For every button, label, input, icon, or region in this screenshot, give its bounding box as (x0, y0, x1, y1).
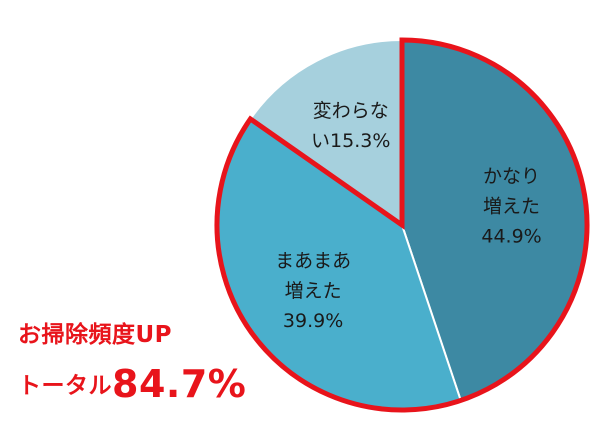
slice-label-2-line-3: 39.9% (283, 310, 343, 332)
slice-label-1-line-3: 44.9% (481, 226, 541, 248)
pie-slice-3 (249, 38, 403, 227)
slice-label-2-line-1: まあまあ (275, 250, 351, 272)
highlight-outline (214, 37, 590, 413)
callout-line-2: トータル84.7% (18, 362, 246, 406)
callout-total-value: 84.7% (112, 362, 247, 406)
slice-label-3-line-2: い15.3% (311, 130, 390, 152)
callout-line-1: お掃除頻度UP (18, 322, 173, 348)
callout-total-label: トータル (18, 373, 112, 399)
slice-label-1-line-2: 増えた (483, 196, 540, 218)
slice-label-1-line-1: かなり (483, 166, 540, 188)
slice-label-3-line-1: 変わらな (313, 100, 389, 122)
slice-label-2-line-2: 増えた (285, 280, 342, 302)
